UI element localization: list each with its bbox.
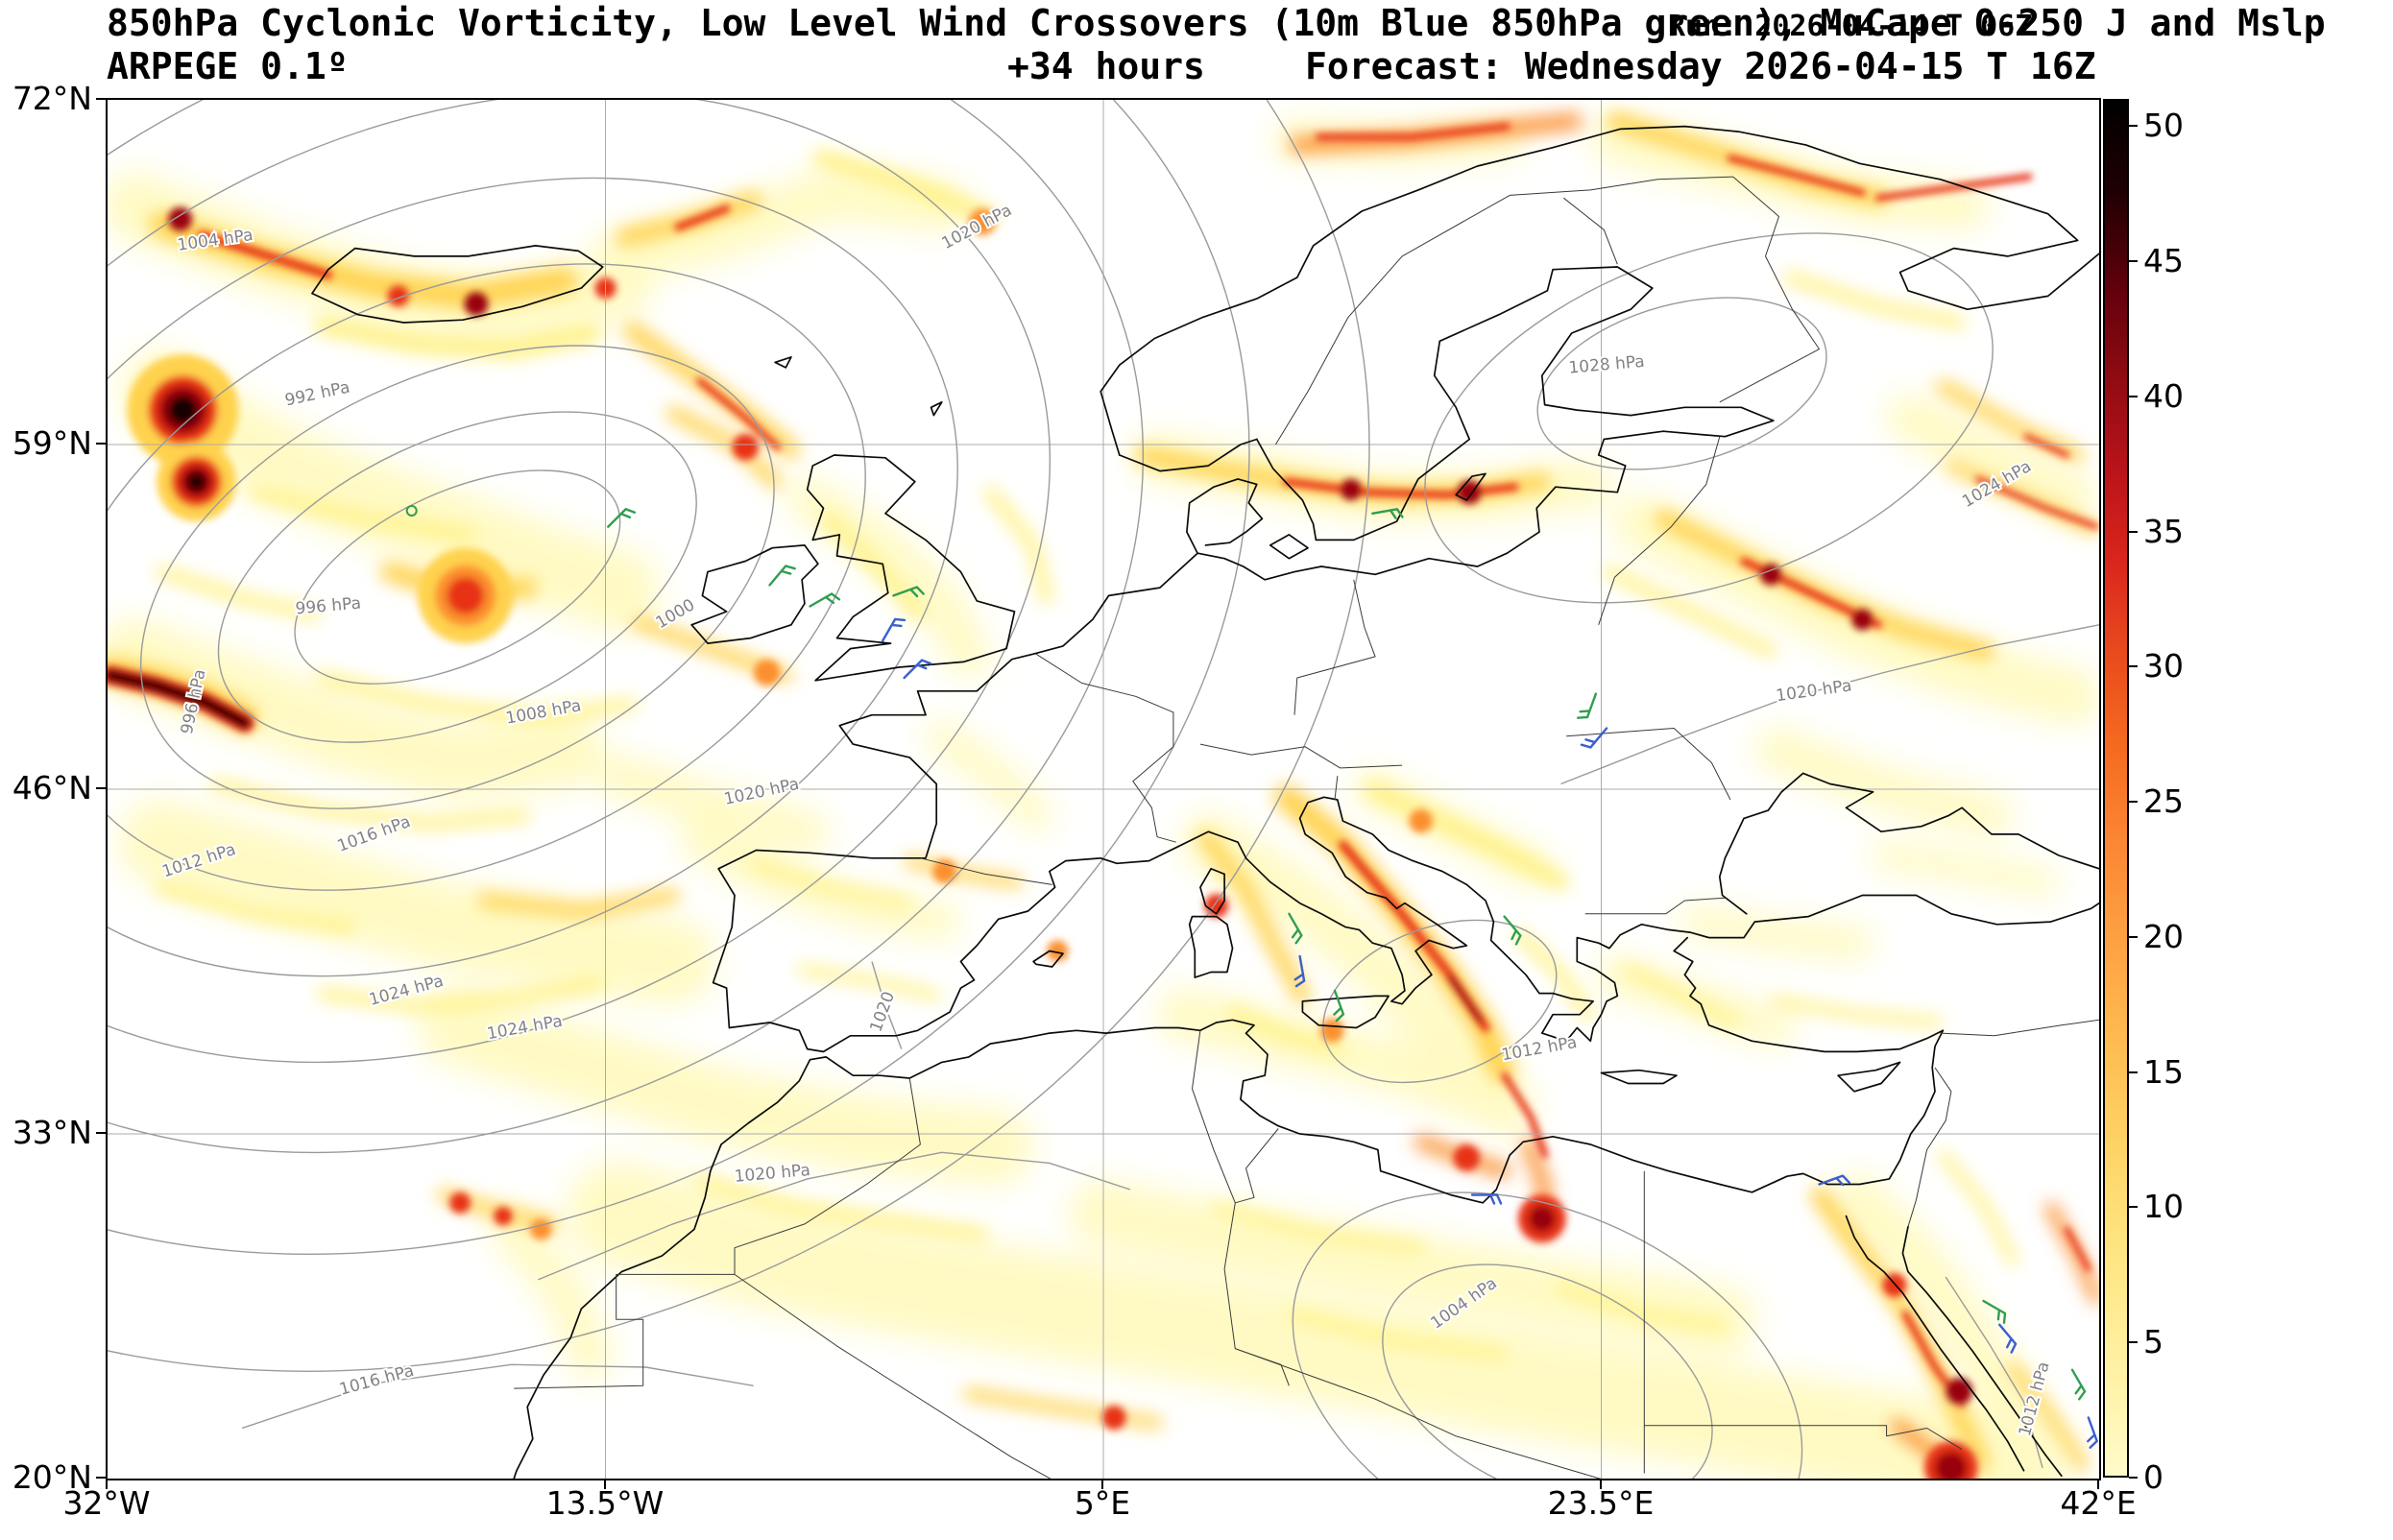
chart-title: 850hPa Cyclonic Vorticity, Low Level Win…	[107, 2, 2326, 44]
x-tick-label: 5°E	[1074, 1484, 1131, 1522]
x-tick-label: 13.5°W	[545, 1484, 665, 1522]
wind-barb-icon	[1818, 1174, 1850, 1187]
wind-barb-icon	[1580, 727, 1608, 749]
grid-lines	[108, 100, 2099, 1479]
wind-barb-icon	[1371, 508, 1404, 519]
colorbar-tick-label: 10	[2143, 1188, 2184, 1225]
map-plot: 1004 hPa 1020 hPa 992 hPa 1028 hPa 1024 hPa 9…	[106, 98, 2101, 1480]
wind-barb-icon	[1333, 989, 1345, 1023]
isobar-layer	[108, 100, 2099, 1479]
axis-tick-mark	[96, 98, 106, 100]
colorbar-tick-label: 0	[2143, 1458, 2163, 1496]
axis-tick-mark	[2129, 260, 2138, 262]
axis-tick-mark	[96, 1132, 106, 1134]
wind-barb-icon	[2070, 1368, 2087, 1401]
wind-barb-icon	[1998, 1323, 2018, 1354]
lead-time-label: +34 hours	[1007, 45, 1205, 87]
wind-barb-icon	[903, 659, 932, 680]
valid-time-label: Forecast: Wednesday 2026-04-15 T 16Z	[1305, 45, 2096, 87]
x-tick-label: 23.5°E	[1547, 1484, 1655, 1522]
x-tick-label: 42°E	[2060, 1484, 2137, 1522]
colorbar-tick-label: 20	[2143, 918, 2184, 955]
y-tick-label: 59°N	[12, 424, 92, 462]
wind-barb-icon	[607, 508, 637, 528]
axis-tick-mark	[1101, 1480, 1103, 1489]
wind-barb-icon	[1288, 912, 1303, 945]
wind-barb-icon	[1576, 692, 1598, 719]
colorbar-tick-label: 15	[2143, 1053, 2184, 1091]
model-label: ARPEGE 0.1º	[107, 45, 349, 87]
wind-barb-icon	[1982, 1299, 2007, 1324]
wind-barb-icon	[1470, 1193, 1503, 1205]
wind-barb-icon	[768, 565, 796, 587]
calm-wind-marker	[405, 505, 418, 517]
y-tick-label: 72°N	[12, 80, 92, 117]
colorbar-tick-label: 45	[2143, 242, 2184, 279]
axis-tick-mark	[2129, 125, 2138, 127]
axis-tick-mark	[2129, 1206, 2138, 1208]
y-tick-label: 33°N	[12, 1114, 92, 1151]
wind-barb-icon	[892, 586, 925, 598]
axis-tick-mark	[1600, 1480, 1602, 1489]
coastline-layer	[311, 125, 2099, 1479]
colorbar-tick-label: 35	[2143, 513, 2184, 550]
colorbar-tick-label: 30	[2143, 647, 2184, 685]
y-tick-label: 46°N	[12, 769, 92, 806]
axis-tick-mark	[2129, 665, 2138, 667]
axis-tick-mark	[2129, 1477, 2138, 1479]
isobar-label: 1020 hPa	[1775, 676, 1852, 706]
axis-tick-mark	[2129, 531, 2138, 533]
run-label: Run: 2026-04-14 T 06Z	[1668, 10, 2033, 43]
wind-barb-icon	[809, 592, 841, 608]
isobar-label: 992 hPa	[283, 378, 351, 411]
colorbar	[2103, 99, 2129, 1478]
isobar-label: 1000	[653, 595, 698, 633]
axis-tick-mark	[2097, 1480, 2099, 1489]
axis-tick-mark	[2129, 801, 2138, 803]
wind-barb-icon	[1293, 954, 1306, 988]
wind-barb-icon	[882, 617, 906, 642]
colorbar-tick-label: 25	[2143, 782, 2184, 820]
colorbar-tick-label: 50	[2143, 107, 2184, 144]
x-tick-label: 32°W	[62, 1484, 151, 1522]
axis-tick-mark	[106, 1480, 108, 1489]
axis-tick-mark	[2129, 1341, 2138, 1343]
axis-tick-mark	[96, 443, 106, 445]
wind-barb-layer	[405, 505, 2098, 1449]
colorbar-tick-label: 5	[2143, 1323, 2163, 1360]
isobar-label: 1012 hPa	[1500, 1033, 1579, 1065]
axis-tick-mark	[2129, 396, 2138, 397]
isobar-label: 1020 hPa	[734, 1161, 811, 1187]
y-tick-label: 20°N	[12, 1458, 92, 1496]
axis-tick-mark	[2129, 1071, 2138, 1073]
isobar-label: 1016 hPa	[337, 1361, 416, 1400]
wind-barb-icon	[1503, 915, 1522, 946]
axis-tick-mark	[96, 787, 106, 789]
colorbar-tick-label: 40	[2143, 377, 2184, 415]
border-layer	[514, 176, 2099, 1479]
axis-tick-mark	[604, 1480, 606, 1489]
axis-tick-mark	[2129, 936, 2138, 938]
wind-barb-icon	[2087, 1416, 2098, 1449]
isobar-label: 1028 hPa	[1568, 352, 1646, 378]
vorticity-core-layer	[108, 123, 2099, 1479]
axis-tick-mark	[96, 1477, 106, 1479]
